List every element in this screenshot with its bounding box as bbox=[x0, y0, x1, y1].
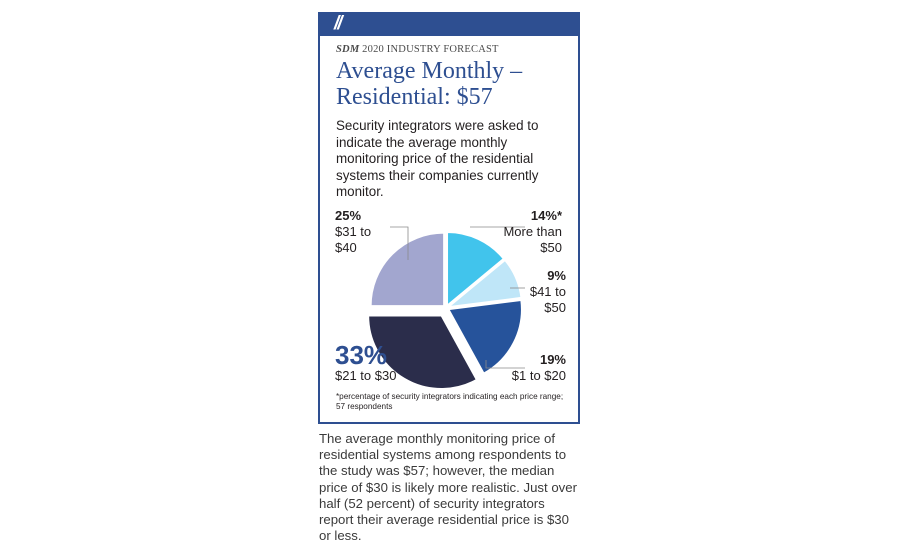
slice-pct-emphasized: 33% bbox=[335, 340, 388, 370]
title-line-2: Residential: $57 bbox=[336, 84, 493, 110]
slice-pct: 25% bbox=[335, 208, 362, 223]
slice-range: $31 to $40 bbox=[335, 224, 372, 255]
header-bar: // bbox=[320, 13, 578, 36]
slice-pct: 14%* bbox=[530, 208, 562, 223]
caption-text: The average monthly monitoring price of … bbox=[319, 431, 577, 544]
title-line-1: Average Monthly – bbox=[336, 58, 523, 84]
slice-label-21-30: 33% $21 to $30 bbox=[335, 342, 396, 384]
slice-pct: 19% bbox=[539, 352, 566, 367]
leader-line-0 bbox=[390, 226, 409, 260]
eyebrow-text: 2020 INDUSTRY FORECAST bbox=[359, 44, 499, 55]
slice-label-more-than-50: 14%* More than $50 bbox=[490, 208, 562, 256]
leader-line-3 bbox=[485, 360, 525, 369]
infographic-card: // SDM 2020 INDUSTRY FORECAST Average Mo… bbox=[318, 12, 580, 424]
slice-range: More than $50 bbox=[503, 224, 562, 255]
pie-slice-3 bbox=[367, 314, 478, 390]
slice-range: $1 to $20 bbox=[511, 368, 566, 383]
pie-slice-1 bbox=[446, 259, 523, 308]
pie-slice-0 bbox=[446, 231, 505, 307]
slice-range: $41 to $50 bbox=[529, 284, 566, 315]
slice-label-31-40: 25% $31 to $40 bbox=[335, 208, 385, 256]
eyebrow-brand: SDM bbox=[336, 44, 360, 55]
slice-range: $21 to $30 bbox=[335, 368, 397, 383]
eyebrow-label: SDM 2020 INDUSTRY FORECAST bbox=[336, 44, 499, 55]
slice-pct: 9% bbox=[547, 268, 566, 283]
slice-label-1-20: 19% $1 to $20 bbox=[490, 352, 566, 384]
pie-chart bbox=[367, 226, 525, 390]
chart-title: Average Monthly – Residential: $57 bbox=[336, 58, 576, 110]
footnote: *percentage of security integrators indi… bbox=[336, 392, 564, 411]
slice-label-41-50: 9% $41 to $50 bbox=[520, 268, 566, 316]
intro-text: Security integrators were asked to indic… bbox=[336, 118, 539, 199]
pie-slice-2 bbox=[447, 299, 523, 375]
double-slash-icon: // bbox=[334, 13, 342, 34]
pie-slice-4 bbox=[370, 232, 445, 307]
